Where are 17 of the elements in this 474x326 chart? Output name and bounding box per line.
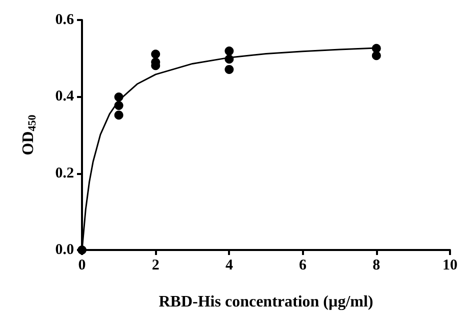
- x-tick-label: 0: [78, 258, 86, 274]
- x-tick-label: 4: [225, 258, 234, 274]
- y-axis-title: OD450: [20, 114, 38, 156]
- x-axis-title: RBD-His concentration (µg/ml): [158, 294, 374, 310]
- x-tick-label: 2: [152, 258, 160, 274]
- point: [372, 51, 381, 60]
- y-tick-label: 0.0: [55, 242, 74, 258]
- point: [114, 110, 124, 120]
- point: [151, 50, 160, 59]
- y-tick-label: 0.6: [55, 12, 74, 28]
- y-tick-label: 0.4: [55, 88, 74, 105]
- x-tick-label: 8: [372, 258, 380, 274]
- point: [224, 64, 234, 74]
- x-tick-label: 6: [299, 258, 308, 274]
- y-tick-label: 0.2: [55, 165, 74, 182]
- point: [224, 46, 234, 56]
- x-tick-label: 10: [442, 258, 458, 274]
